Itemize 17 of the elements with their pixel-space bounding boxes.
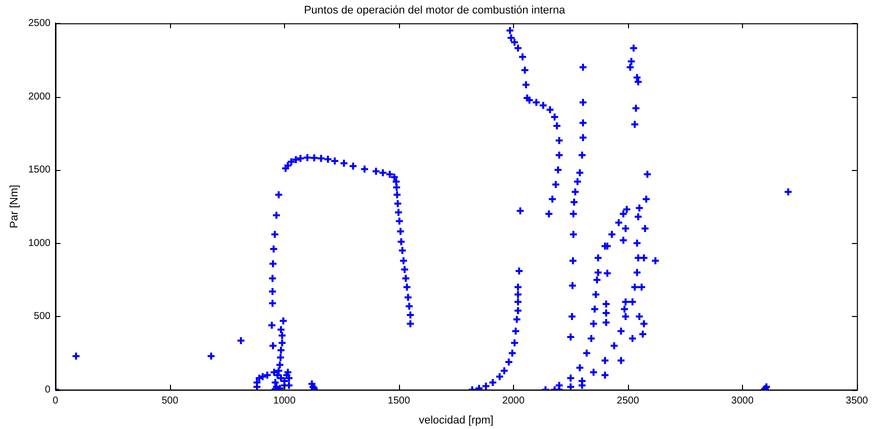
y-axis-title: Par [Nm]	[8, 184, 21, 228]
y-tick-label: 500	[34, 311, 51, 322]
chart-title: Puntos de operación del motor de combustión interna	[304, 4, 566, 17]
x-tick-label: 500	[162, 396, 179, 407]
y-tick-label: 2500	[28, 18, 51, 29]
x-tick-label: 3500	[846, 396, 868, 407]
x-tick-label: 0	[52, 396, 59, 407]
x-tick-label: 2500	[616, 396, 640, 407]
x-tick-label: 1000	[273, 396, 296, 407]
x-tick-label: 3000	[731, 396, 754, 407]
y-tick-label: 1500	[28, 164, 51, 176]
x-axis-title: velocidad [rpm]	[418, 414, 494, 426]
y-tick-label: 2000	[28, 91, 51, 102]
x-tick-label: 2000	[502, 396, 525, 407]
y-tick-label: 0	[44, 384, 51, 396]
y-tick-label: 1000	[28, 238, 51, 249]
x-tick-label: 1500	[388, 396, 410, 407]
